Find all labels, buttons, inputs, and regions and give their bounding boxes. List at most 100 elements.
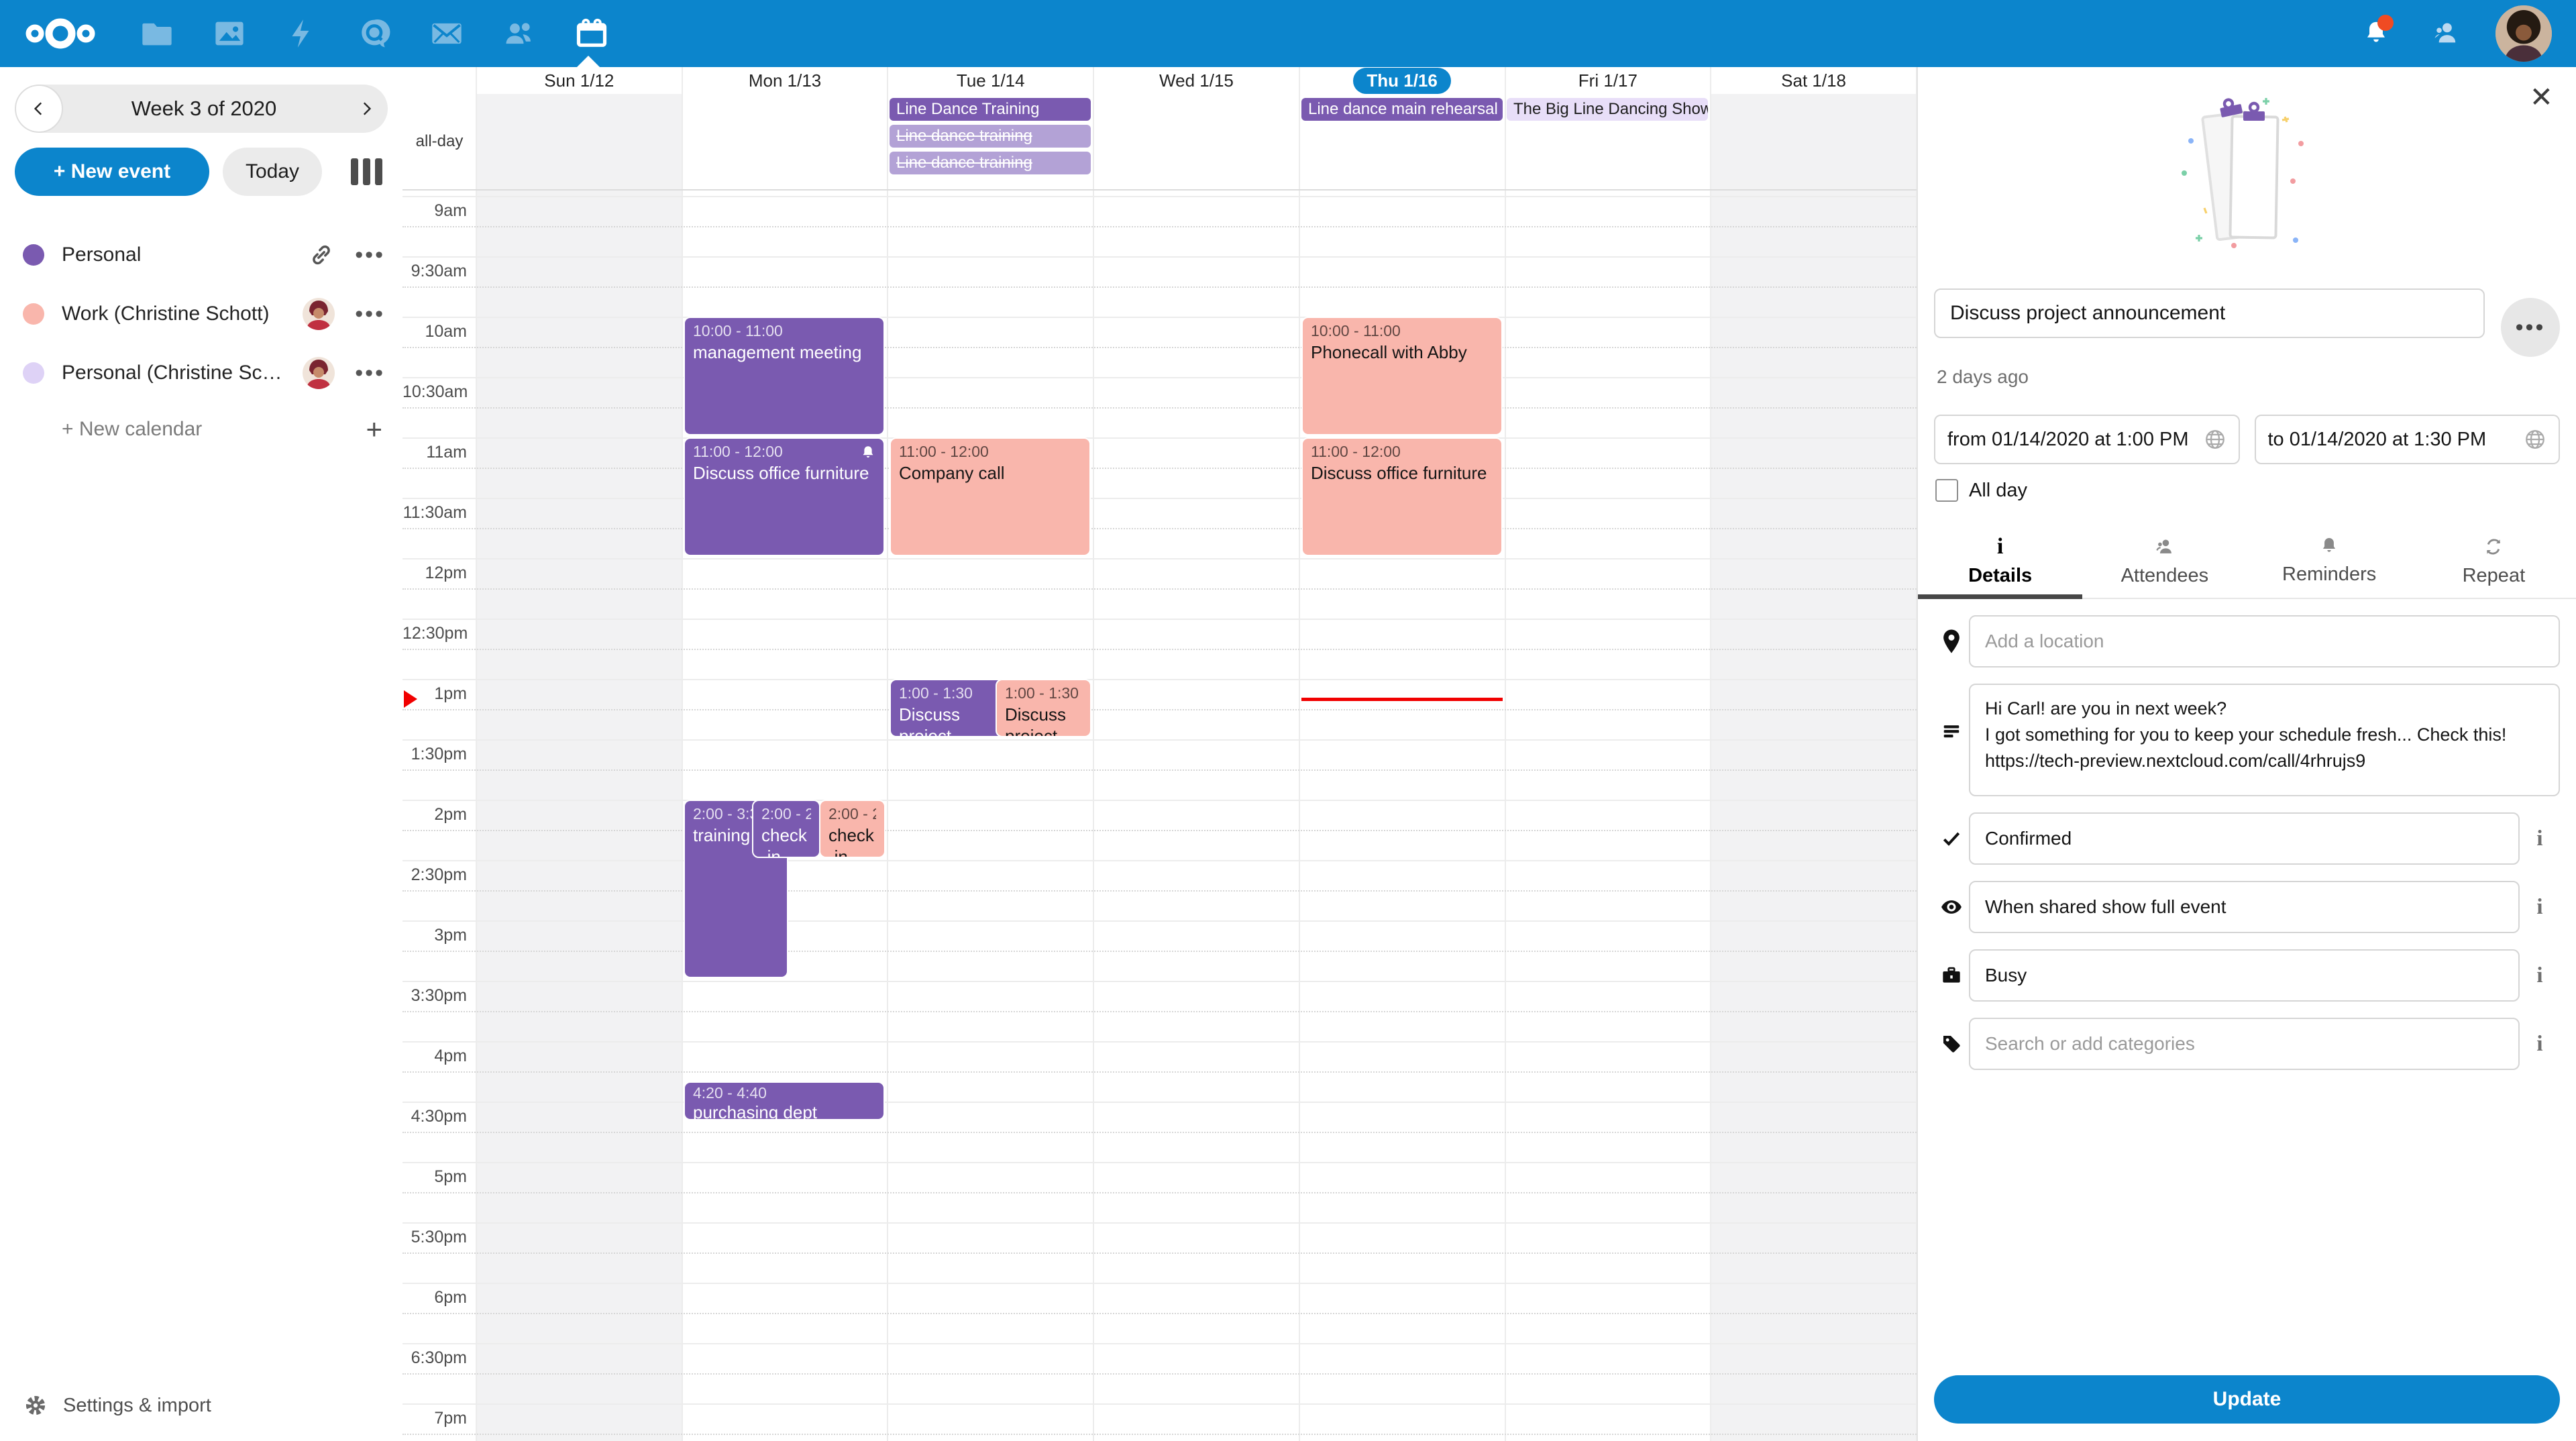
status-info-icon[interactable]: i (2536, 826, 2543, 851)
location-pin-icon (1934, 629, 1969, 654)
tab-repeat[interactable]: Repeat (2412, 529, 2576, 598)
day-header-wed[interactable]: Wed 1/15 (1159, 70, 1234, 91)
calendar-item-work-christine[interactable]: Work (Christine Schott) ••• (0, 284, 402, 343)
timezone-globe-icon[interactable] (2204, 428, 2226, 451)
allday-event[interactable]: The Big Line Dancing Show (1507, 98, 1708, 121)
day-header-thu-today[interactable]: Thu 1/16 (1299, 67, 1505, 94)
slot-line-dotted (402, 1011, 1917, 1012)
time-grid[interactable]: 10:00 - 11:00 management meeting 11:00 - … (402, 191, 1917, 1441)
categories-info-icon[interactable]: i (2536, 1031, 2543, 1056)
time-label: 10am (425, 322, 467, 341)
new-calendar-button[interactable]: + New calendar + (0, 403, 402, 456)
slot-line-dotted (402, 407, 1917, 409)
day-header-tue[interactable]: Tue 1/14 (956, 70, 1025, 91)
week-label[interactable]: Week 3 of 2020 (131, 97, 277, 120)
time-label: 11am (426, 443, 467, 462)
all-day-checkbox[interactable] (1935, 479, 1958, 502)
weekend-shade (1711, 94, 1917, 189)
contacts-menu-icon[interactable] (2426, 13, 2466, 54)
mail-app-icon[interactable] (411, 0, 483, 67)
files-app-icon[interactable] (121, 0, 193, 67)
status-select[interactable] (1969, 812, 2520, 865)
column-divider (887, 94, 889, 189)
tab-reminders[interactable]: Reminders (2247, 529, 2412, 598)
column-divider (476, 94, 477, 189)
event-title-input[interactable] (1934, 288, 2485, 338)
contacts-app-icon[interactable] (483, 0, 555, 67)
calendar-item-personal-christine[interactable]: Personal (Christine Schott) ••• (0, 343, 402, 403)
event-company-call[interactable]: 11:00 - 12:00 Company call (890, 437, 1091, 556)
allday-event-cancelled[interactable]: Line dance training (890, 152, 1091, 174)
check-icon (1934, 828, 1969, 849)
event-purchasing-dept[interactable]: 4:20 - 4:40 purchasing dept (684, 1081, 885, 1120)
calendar-menu-icon[interactable]: ••• (355, 242, 385, 268)
notifications-bell-icon[interactable] (2356, 13, 2396, 54)
more-actions-button[interactable]: ••• (2501, 298, 2560, 357)
settings-and-import[interactable]: Settings & import (0, 1393, 402, 1441)
slot-line (402, 800, 1917, 801)
calendar-menu-icon[interactable]: ••• (355, 301, 385, 327)
event-discuss-project[interactable]: 1:00 - 1:30 Discuss project (996, 679, 1091, 737)
day-header-sat[interactable]: Sat 1/18 (1781, 70, 1846, 91)
previous-week-button[interactable] (15, 85, 63, 133)
all-day-checkbox-label[interactable]: All day (1969, 479, 2028, 501)
day-header-fri[interactable]: Fri 1/17 (1578, 70, 1638, 91)
day-header-mon[interactable]: Mon 1/13 (748, 70, 822, 91)
tab-details[interactable]: i Details (1918, 529, 2083, 599)
slot-line-dotted (402, 347, 1917, 348)
next-week-button[interactable] (345, 85, 388, 133)
slot-line-dotted (402, 1252, 1917, 1254)
end-date-value: to 01/14/2020 at 1:30 PM (2267, 428, 2487, 450)
categories-input[interactable] (1969, 1018, 2520, 1070)
event-phonecall-with-abby[interactable]: 10:00 - 11:00 Phonecall with Abby (1301, 317, 1503, 435)
visibility-select[interactable] (1969, 881, 2520, 933)
week-view-toggle-icon[interactable] (345, 150, 388, 193)
time-label: 9am (434, 201, 467, 220)
gear-icon (25, 1395, 46, 1416)
time-label: 2pm (434, 805, 467, 824)
new-calendar-label: + New calendar (62, 418, 203, 440)
editor-tabs: i Details Attendees Reminders Repeat (1918, 529, 2576, 599)
location-input[interactable] (1969, 615, 2560, 668)
timezone-globe-icon[interactable] (2524, 428, 2546, 451)
activity-app-icon[interactable] (266, 0, 338, 67)
freebusy-info-icon[interactable]: i (2536, 963, 2543, 988)
event-discuss-office-furniture-thu[interactable]: 11:00 - 12:00 Discuss office furniture (1301, 437, 1503, 556)
share-link-icon[interactable] (308, 242, 335, 268)
close-icon[interactable]: ✕ (2529, 81, 2553, 113)
calendar-item-personal[interactable]: Personal ••• (0, 225, 402, 284)
nextcloud-logo[interactable] (20, 12, 101, 55)
event-check-in-purple[interactable]: 2:00 - 2:30check-in (752, 800, 820, 858)
today-button[interactable]: Today (222, 148, 322, 196)
freebusy-select[interactable] (1969, 949, 2520, 1002)
allday-event[interactable]: Line dance main rehearsal (1301, 98, 1503, 121)
description-textarea[interactable]: Hi Carl! are you in next week? I got som… (1969, 684, 2560, 796)
time-label: 1:30pm (411, 745, 467, 763)
allday-event-cancelled[interactable]: Line dance training (890, 125, 1091, 148)
new-event-button[interactable]: + New event (15, 148, 209, 196)
status-row: i (1934, 812, 2560, 865)
time-label: 5:30pm (411, 1228, 467, 1246)
calendar-app-icon[interactable] (555, 0, 628, 67)
start-date-picker[interactable]: from 01/14/2020 at 1:00 PM (1934, 415, 2240, 464)
slot-line (402, 1162, 1917, 1163)
visibility-info-icon[interactable]: i (2536, 894, 2543, 919)
end-date-picker[interactable]: to 01/14/2020 at 1:30 PM (2254, 415, 2560, 464)
update-button[interactable]: Update (1934, 1375, 2560, 1424)
photos-app-icon[interactable] (193, 0, 266, 67)
day-header-sun[interactable]: Sun 1/12 (544, 70, 614, 91)
tab-attendees[interactable]: Attendees (2082, 529, 2247, 598)
slot-line-dotted (402, 226, 1917, 227)
slot-line (402, 1222, 1917, 1224)
allday-event[interactable]: Line Dance Training (890, 98, 1091, 121)
user-avatar[interactable] (2496, 5, 2552, 62)
event-management-meeting[interactable]: 10:00 - 11:00 management meeting (684, 317, 885, 435)
calendar-menu-icon[interactable]: ••• (355, 360, 385, 386)
calendar-week-view: Sun 1/12 Mon 1/13 Tue 1/14 Wed 1/15 Thu … (402, 67, 1917, 1441)
calendar-list: Personal ••• Work (Christine Schott) •••… (0, 225, 402, 456)
event-check-in-salmon[interactable]: 2:00 - 2:30check-in (819, 800, 885, 858)
talk-app-icon[interactable] (338, 0, 411, 67)
event-discuss-office-furniture-mon[interactable]: 11:00 - 12:00 Discuss office furniture (684, 437, 885, 556)
